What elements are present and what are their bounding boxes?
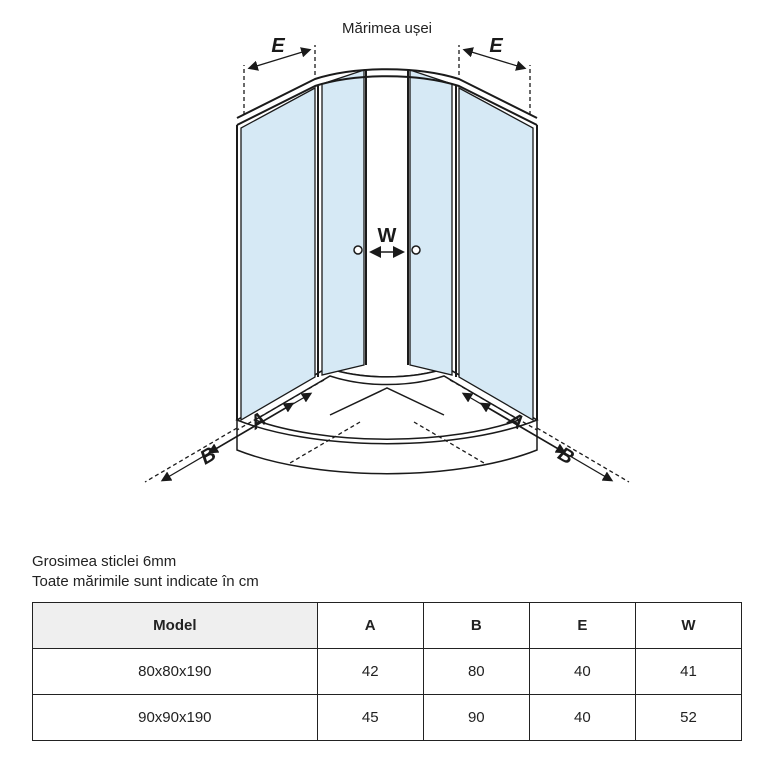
- table-row: 80x80x190 42 80 40 41: [33, 649, 742, 695]
- cell: 80x80x190: [33, 649, 318, 695]
- notes: Grosimea sticlei 6mm Toate mărimile sunt…: [32, 552, 259, 593]
- cell: 90: [423, 695, 529, 741]
- svg-text:E: E: [271, 35, 285, 57]
- cell: 40: [529, 649, 635, 695]
- cell: 40: [529, 695, 635, 741]
- spec-table: Model A B E W 80x80x190 42 80 40 41 90x9…: [32, 602, 742, 741]
- svg-text:B: B: [554, 443, 578, 469]
- top-label: Mărimea ușei: [0, 20, 774, 37]
- note-line-2: Toate mărimile sunt indicate în cm: [32, 572, 259, 592]
- col-model: Model: [33, 603, 318, 649]
- svg-text:E: E: [489, 35, 503, 57]
- shower-diagram: E E W A B A B: [0, 20, 774, 540]
- table-row: 90x90x190 45 90 40 52: [33, 695, 742, 741]
- col-e: E: [529, 603, 635, 649]
- cell: 52: [635, 695, 741, 741]
- cell: 90x90x190: [33, 695, 318, 741]
- cell: 42: [317, 649, 423, 695]
- note-line-1: Grosimea sticlei 6mm: [32, 552, 259, 572]
- table-header-row: Model A B E W: [33, 603, 742, 649]
- cell: 80: [423, 649, 529, 695]
- svg-text:W: W: [378, 225, 397, 247]
- svg-text:B: B: [197, 443, 221, 469]
- diagram-area: Mărimea ușei: [0, 20, 774, 540]
- cell: 45: [317, 695, 423, 741]
- cell: 41: [635, 649, 741, 695]
- col-a: A: [317, 603, 423, 649]
- col-w: W: [635, 603, 741, 649]
- col-b: B: [423, 603, 529, 649]
